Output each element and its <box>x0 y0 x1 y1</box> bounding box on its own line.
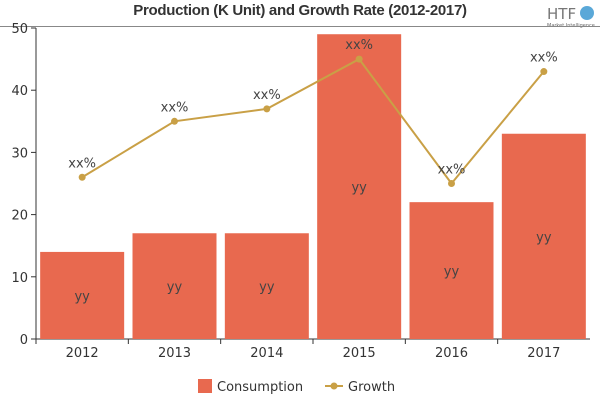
bar-consumption <box>132 233 217 339</box>
y-tick-label: 40 <box>11 84 28 99</box>
legend-swatch-consumption <box>198 379 212 393</box>
y-tick-label: 20 <box>11 209 28 224</box>
line-point-growth <box>540 68 548 76</box>
x-tick-label: 2015 <box>343 346 376 361</box>
bar-data-label: yy <box>351 181 367 196</box>
bar-data-label: yy <box>167 280 183 295</box>
bar-consumption <box>317 34 402 339</box>
legend-label-growth: Growth <box>348 380 395 395</box>
legend-label-consumption: Consumption <box>217 380 303 395</box>
bar-data-label: yy <box>536 230 552 245</box>
bar-consumption <box>409 202 494 339</box>
line-point-growth <box>78 173 86 181</box>
line-point-growth <box>263 105 271 113</box>
bar-data-label: yy <box>74 289 90 304</box>
chart-title: Production (K Unit) and Growth Rate (201… <box>133 2 467 19</box>
y-tick-label: 30 <box>11 146 28 161</box>
bar-consumption <box>501 133 586 339</box>
y-tick-label: 10 <box>11 271 28 286</box>
line-data-label: xx% <box>161 100 189 115</box>
legend-marker-growth <box>330 382 338 390</box>
line-data-label: xx% <box>530 51 558 66</box>
x-tick-label: 2014 <box>250 346 283 361</box>
line-point-growth <box>171 117 178 125</box>
line-point-growth <box>355 55 363 63</box>
x-tick-label: 2017 <box>527 346 560 361</box>
line-data-label: xx% <box>68 156 96 171</box>
y-tick-label: 0 <box>20 333 28 348</box>
bar-data-label: yy <box>259 280 275 295</box>
y-tick-label: 50 <box>11 22 28 37</box>
x-tick-label: 2016 <box>435 346 468 361</box>
line-point-growth <box>448 180 455 187</box>
line-growth <box>81 57 545 186</box>
line-data-label: xx% <box>253 88 281 103</box>
title-divider <box>0 26 600 27</box>
bar-consumption <box>40 251 125 339</box>
line-data-label: xx% <box>345 38 373 53</box>
line-data-label: xx% <box>438 163 466 178</box>
bar-consumption <box>224 233 309 339</box>
svg-text:HTF: HTF <box>547 5 576 23</box>
bar-data-label: yy <box>444 265 460 280</box>
x-tick-label: 2013 <box>158 346 191 361</box>
x-tick-label: 2012 <box>66 346 99 361</box>
